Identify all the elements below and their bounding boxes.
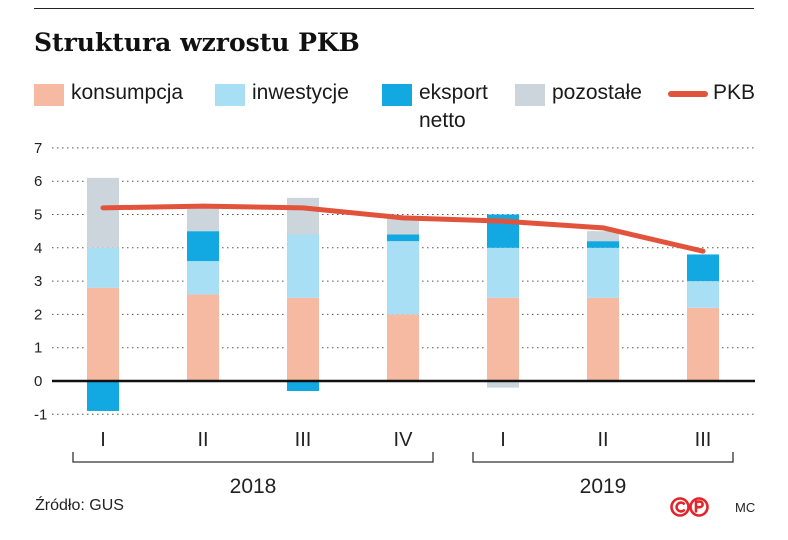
bar-segment-eksport-netto	[187, 231, 219, 262]
year-bracket	[72, 452, 434, 463]
x-tick-label: III	[695, 429, 712, 451]
bar-segment-eksport-netto	[687, 254, 719, 282]
x-tick-label: II	[597, 429, 608, 451]
year-label: 2018	[230, 475, 277, 498]
bar-segment-konsumpcja	[587, 297, 619, 381]
legend: konsumpcja inwestycje eksport netto pozo…	[0, 80, 788, 140]
bar-segment-konsumpcja	[287, 297, 319, 381]
y-tick-label: 5	[34, 207, 42, 224]
y-tick-label: 1	[34, 340, 42, 357]
chart-title: Struktura wzrostu PKB	[34, 28, 360, 57]
bar-segment-pozostale	[187, 207, 219, 232]
legend-label-eksport-netto: eksport netto	[419, 81, 488, 132]
x-tick-label: II	[197, 429, 208, 451]
y-tick-label: 6	[34, 173, 42, 190]
top-rule	[34, 8, 754, 9]
bar-segment-pozostale	[87, 177, 119, 248]
bar-segment-konsumpcja	[187, 294, 219, 381]
bar-segment-konsumpcja	[687, 307, 719, 381]
bar-segment-inwestycje	[187, 261, 219, 295]
pkb-line	[100, 203, 706, 254]
bar-segment-eksport-netto	[87, 381, 119, 411]
legend-label-konsumpcja: konsumpcja	[71, 81, 184, 104]
bar-segment-eksport-netto	[587, 241, 619, 248]
x-tick-label: I	[100, 429, 106, 451]
legend-label-pkb: PKB	[713, 81, 756, 104]
bar-segment-eksport-netto	[287, 381, 319, 391]
year-bracket	[472, 452, 734, 463]
y-tick-label: -1	[34, 406, 47, 423]
bar-segment-inwestycje	[287, 234, 319, 298]
x-tick-label: III	[295, 429, 312, 451]
bar-segment-inwestycje	[87, 247, 119, 288]
x-tick-label: IV	[394, 429, 414, 451]
legend-swatch-pozostale	[515, 84, 545, 106]
bar-segment-konsumpcja	[487, 297, 519, 381]
y-tick-label: 7	[34, 140, 42, 157]
bar-segment-pozostale	[587, 231, 619, 242]
bar-segment-eksport-netto	[387, 234, 419, 242]
bar-segment-pozostale	[287, 197, 319, 235]
y-tick-label: 2	[34, 306, 42, 323]
bar-segment-pozostale	[387, 217, 419, 235]
legend-swatch-inwestycje	[215, 84, 245, 106]
author-initials: MC	[735, 500, 756, 515]
legend-swatch-konsumpcja	[34, 84, 64, 106]
y-tick-label: 3	[34, 273, 42, 290]
source-note: Źródło: GUS	[35, 497, 124, 514]
y-tick-label: 4	[34, 240, 42, 257]
bar-segment-inwestycje	[387, 241, 419, 315]
bar-segment-inwestycje	[487, 247, 519, 298]
bar-segment-inwestycje	[587, 247, 619, 298]
bar-segment-konsumpcja	[387, 314, 419, 381]
legend-label-inwestycje: inwestycje	[252, 81, 349, 104]
legend-line-pkb	[668, 91, 708, 97]
bar-segment-konsumpcja	[87, 287, 119, 381]
legend-swatch-eksport-netto	[382, 84, 412, 106]
y-tick-label: 0	[34, 373, 42, 390]
x-tick-label: I	[500, 429, 506, 451]
year-label: 2019	[580, 475, 627, 498]
publisher-logo	[670, 497, 709, 517]
legend-label-pozostale: pozostałe	[552, 81, 642, 104]
bar-segment-inwestycje	[687, 281, 719, 308]
bar-segment-pozostale	[487, 381, 519, 388]
